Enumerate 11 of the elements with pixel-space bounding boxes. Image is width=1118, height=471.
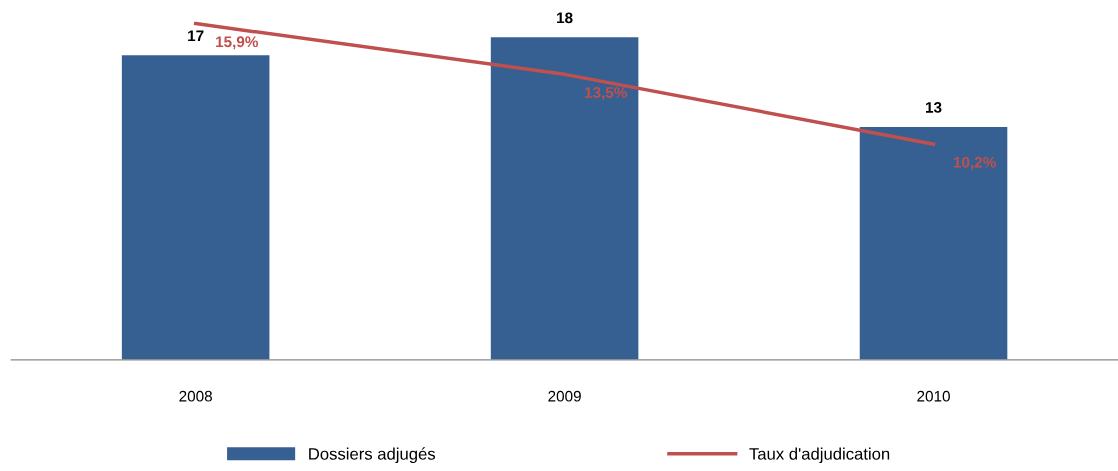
data-label: 13,5%: [585, 87, 627, 101]
data-label: 15,9%: [216, 36, 259, 50]
data-label: 10,2%: [953, 156, 996, 170]
data-label: 13: [926, 101, 942, 113]
x-tick-label: 2010: [917, 390, 950, 402]
legend-label: Dossiers adjugés: [309, 447, 436, 464]
data-label: 18: [557, 12, 573, 24]
x-tick-label: 2008: [179, 390, 212, 402]
data-label: 17: [188, 30, 204, 41]
legend-label: Taux d'adjudication: [749, 447, 890, 464]
x-tick-label: 2009: [548, 390, 581, 402]
